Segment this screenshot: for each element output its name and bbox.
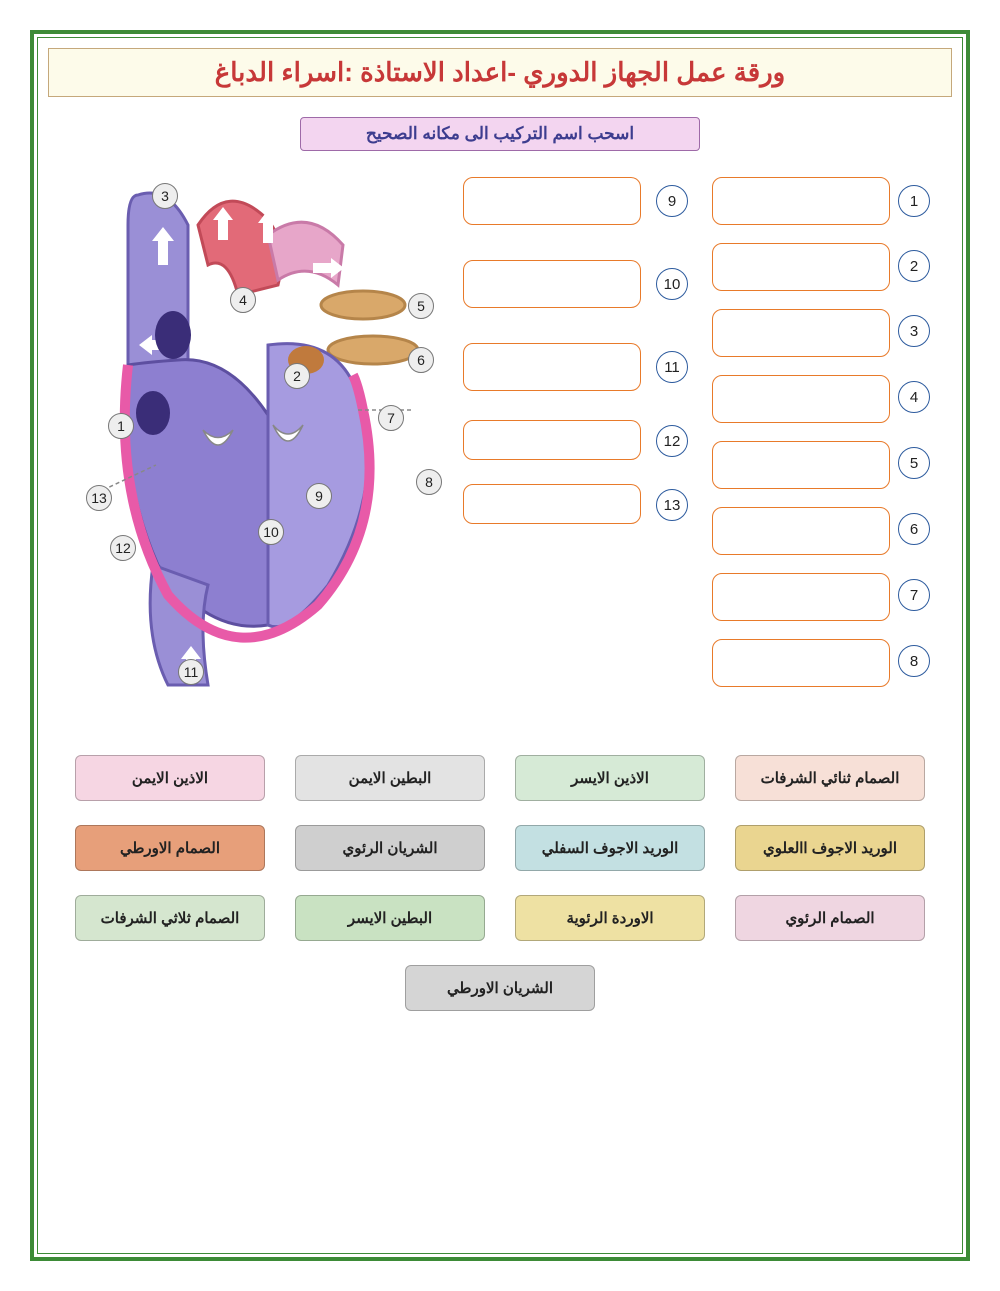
drag-item[interactable]: الصمام الرئوي: [735, 895, 925, 941]
heart-diagram: [58, 165, 428, 725]
slot-number-13: 13: [656, 489, 688, 521]
slot-number-7: 7: [898, 579, 930, 611]
heart-label-4: 4: [230, 287, 256, 313]
slot-number-10: 10: [656, 268, 688, 300]
drag-row: الصمام الرئوي الاوردة الرئوية البطين الايس…: [48, 895, 952, 941]
dropzone-2[interactable]: [712, 243, 890, 291]
slot-number-12: 12: [656, 425, 688, 457]
drag-item[interactable]: الصمام الاورطي: [75, 825, 265, 871]
drag-item[interactable]: الشريان الاورطي: [405, 965, 595, 1011]
drag-item[interactable]: الصمام ثلاثي الشرفات: [75, 895, 265, 941]
slot-number-5: 5: [898, 447, 930, 479]
dropzone-3[interactable]: [712, 309, 890, 357]
dropzone-7[interactable]: [712, 573, 890, 621]
dropzone-13[interactable]: [463, 484, 641, 524]
heart-label-3: 3: [152, 183, 178, 209]
slot-number-6: 6: [898, 513, 930, 545]
drag-item[interactable]: الصمام ثنائي الشرفات: [735, 755, 925, 801]
slot-number-8: 8: [898, 645, 930, 677]
drag-item[interactable]: الوريد الاجوف االعلوي: [735, 825, 925, 871]
slot-number-3: 3: [898, 315, 930, 347]
drag-row: الصمام ثنائي الشرفات الاذين الايسر البطين …: [48, 755, 952, 801]
drag-item[interactable]: الوريد الاجوف السفلي: [515, 825, 705, 871]
heart-label-5: 5: [408, 293, 434, 319]
drag-item[interactable]: الاذين الايسر: [515, 755, 705, 801]
work-area: 34562718913101211 12345678910111213: [48, 165, 952, 725]
slot-number-2: 2: [898, 250, 930, 282]
heart-label-10: 10: [258, 519, 284, 545]
drag-item[interactable]: الاوردة الرئوية: [515, 895, 705, 941]
heart-label-13: 13: [86, 485, 112, 511]
dropzone-12[interactable]: [463, 420, 641, 460]
instruction-box: اسحب اسم التركيب الى مكانه الصحيح: [300, 117, 700, 151]
dropzone-5[interactable]: [712, 441, 890, 489]
title-text: ورقة عمل الجهاز الدوري -اعداد الاستاذة :…: [215, 57, 786, 87]
drag-item[interactable]: البطين الايمن: [295, 755, 485, 801]
slot-number-1: 1: [898, 185, 930, 217]
dropzone-6[interactable]: [712, 507, 890, 555]
instruction-text: اسحب اسم التركيب الى مكانه الصحيح: [366, 124, 634, 143]
heart-label-9: 9: [306, 483, 332, 509]
dropzone-9[interactable]: [463, 177, 641, 225]
heart-label-6: 6: [408, 347, 434, 373]
drag-item[interactable]: البطين الايسر: [295, 895, 485, 941]
heart-label-2: 2: [284, 363, 310, 389]
drag-item[interactable]: الاذين الايمن: [75, 755, 265, 801]
heart-label-7: 7: [378, 405, 404, 431]
dropzone-10[interactable]: [463, 260, 641, 308]
slot-number-11: 11: [656, 351, 688, 383]
inner-border: ورقة عمل الجهاز الدوري -اعداد الاستاذة :…: [37, 37, 963, 1254]
dropzone-11[interactable]: [463, 343, 641, 391]
drag-item[interactable]: الشريان الرئوي: [295, 825, 485, 871]
dropzone-4[interactable]: [712, 375, 890, 423]
dropzone-1[interactable]: [712, 177, 890, 225]
drag-row: الشريان الاورطي: [48, 965, 952, 1011]
heart-label-12: 12: [110, 535, 136, 561]
title-banner: ورقة عمل الجهاز الدوري -اعداد الاستاذة :…: [48, 48, 952, 97]
heart-label-8: 8: [416, 469, 442, 495]
heart-label-11: 11: [178, 659, 204, 685]
heart-label-1: 1: [108, 413, 134, 439]
slot-number-4: 4: [898, 381, 930, 413]
drag-pool: الصمام ثنائي الشرفات الاذين الايسر البطين …: [48, 755, 952, 1011]
drag-row: الوريد الاجوف االعلوي الوريد الاجوف السفل…: [48, 825, 952, 871]
slot-number-9: 9: [656, 185, 688, 217]
outer-border: ورقة عمل الجهاز الدوري -اعداد الاستاذة :…: [30, 30, 970, 1261]
dropzone-8[interactable]: [712, 639, 890, 687]
